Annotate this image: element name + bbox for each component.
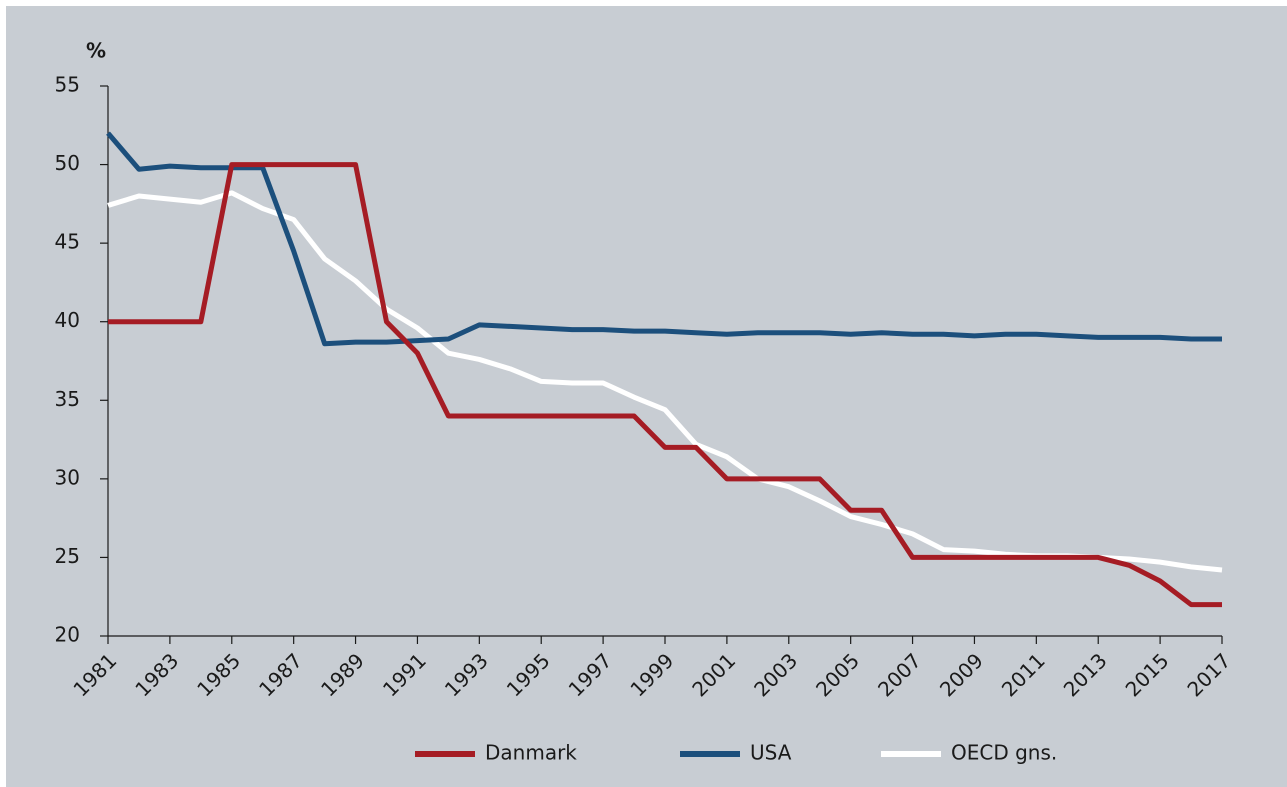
- line: [106, 131, 1222, 347]
- legend-label: OECD gns.: [951, 741, 1057, 765]
- y-tick-label: 35: [55, 387, 80, 411]
- y-tick-label: 40: [55, 308, 80, 332]
- y-tick-label: 25: [55, 544, 80, 568]
- legend-label: Danmark: [485, 741, 577, 765]
- line: [108, 162, 1222, 608]
- y-tick-label: 50: [55, 151, 80, 175]
- y-tick-label: 55: [55, 73, 80, 97]
- y-tick-label: 45: [55, 230, 80, 254]
- y-tick-label: 20: [55, 623, 80, 647]
- background: [6, 6, 1287, 787]
- y-tick-label: 30: [55, 465, 80, 489]
- y-axis-label: %: [86, 39, 106, 63]
- legend-label: USA: [750, 741, 792, 765]
